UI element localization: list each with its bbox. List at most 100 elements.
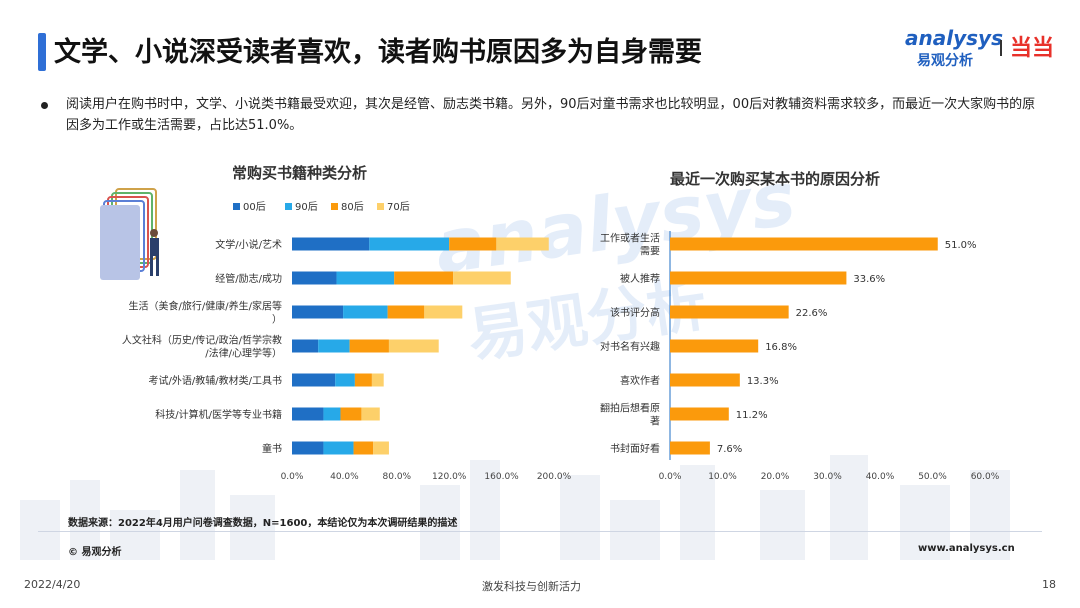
legend-swatch-0 xyxy=(233,203,240,210)
legend-swatch-3 xyxy=(377,203,384,210)
reason-label-0-0: 工作或者生活 xyxy=(600,232,660,245)
reason-bar-2 xyxy=(670,305,789,319)
category-label-3-1: /法律/心理学等） xyxy=(205,347,282,360)
bullet-icon xyxy=(41,102,48,109)
category-label-5: 科技/计算机/医学等专业书籍 xyxy=(155,408,282,421)
value-label-2: 22.6% xyxy=(796,308,828,319)
footer-slogan: 激发科技与创新活力 xyxy=(482,580,581,593)
value-label-3: 16.8% xyxy=(765,342,797,353)
bar-4-0 xyxy=(292,373,336,387)
page-title: 文学、小说深受读者喜欢，读者购书原因多为自身需要 xyxy=(54,37,702,68)
bar-5-3 xyxy=(361,407,380,421)
reason-x-tick-4: 40.0% xyxy=(866,472,895,482)
bar-6-1 xyxy=(323,441,354,455)
reason-bar-0 xyxy=(670,237,938,251)
bar-2-1 xyxy=(343,305,388,319)
bar-5-1 xyxy=(323,407,341,421)
reason-bar-6 xyxy=(670,441,710,455)
category-label-0: 文学/小说/艺术 xyxy=(215,238,282,251)
bar-4-2 xyxy=(354,373,372,387)
value-label-0: 51.0% xyxy=(945,240,977,251)
x-tick-3: 120.0% xyxy=(432,472,467,482)
divider xyxy=(38,531,1042,532)
bar-2-3 xyxy=(424,305,463,319)
reason-x-tick-0: 0.0% xyxy=(659,472,682,482)
bar-1-1 xyxy=(336,271,395,285)
bar-1-2 xyxy=(394,271,454,285)
bar-3-3 xyxy=(388,339,439,353)
bar-4-3 xyxy=(371,373,384,387)
bar-1-0 xyxy=(292,271,337,285)
bar-0-0 xyxy=(292,237,370,251)
x-tick-0: 0.0% xyxy=(281,472,304,482)
legend-swatch-2 xyxy=(331,203,338,210)
category-label-1: 经管/励志/成功 xyxy=(215,272,282,285)
chart2-title: 最近一次购买某本书的原因分析 xyxy=(670,170,881,188)
bar-3-0 xyxy=(292,339,319,353)
reason-label-5-1: 著 xyxy=(650,415,660,428)
reason-label-2: 该书评分高 xyxy=(610,306,660,319)
legend-label-0: 00后 xyxy=(243,201,266,213)
bar-3-2 xyxy=(349,339,389,353)
chart1-title: 常购买书籍种类分析 xyxy=(232,164,368,182)
city-skyline-background xyxy=(20,455,1010,560)
books-reader-illustration xyxy=(100,188,159,280)
bar-0-1 xyxy=(369,237,450,251)
value-label-4: 13.3% xyxy=(747,376,779,387)
footer-date: 2022/4/20 xyxy=(24,578,81,591)
bar-6-0 xyxy=(292,441,324,455)
x-tick-2: 80.0% xyxy=(383,472,412,482)
category-label-6: 童书 xyxy=(262,442,282,455)
bar-2-2 xyxy=(387,305,425,319)
legend-label-2: 80后 xyxy=(341,201,364,213)
reason-x-tick-5: 50.0% xyxy=(918,472,947,482)
title-accent-bar xyxy=(38,33,46,71)
bar-1-3 xyxy=(453,271,511,285)
reason-x-tick-1: 10.0% xyxy=(708,472,737,482)
reason-bar-3 xyxy=(670,339,759,353)
copyright: © 易观分析 xyxy=(68,547,122,558)
legend-swatch-1 xyxy=(285,203,292,210)
page-number: 18 xyxy=(1042,578,1056,591)
value-label-1: 33.6% xyxy=(853,274,885,285)
analysys-logo: analysys 易观分析 xyxy=(905,26,1003,70)
reason-x-tick-6: 60.0% xyxy=(971,472,1000,482)
category-label-2-1: ） xyxy=(272,314,282,326)
reason-label-3: 对书名有兴趣 xyxy=(600,340,660,353)
logo-divider xyxy=(1000,40,1002,56)
reason-label-4: 喜欢作者 xyxy=(620,374,660,387)
x-tick-1: 40.0% xyxy=(330,472,359,482)
legend-label-3: 70后 xyxy=(387,201,410,213)
bar-6-2 xyxy=(353,441,374,455)
bar-5-0 xyxy=(292,407,324,421)
bar-5-2 xyxy=(340,407,362,421)
category-label-3-0: 人文社科（历史/传记/政治/哲学宗教 xyxy=(122,334,282,347)
x-tick-4: 160.0% xyxy=(484,472,519,482)
analysys-logo-en: analysys xyxy=(905,26,1003,50)
reason-x-tick-2: 20.0% xyxy=(761,472,790,482)
bar-3-1 xyxy=(318,339,350,353)
reason-label-0-1: 需要 xyxy=(640,246,660,258)
reason-label-1: 被人推荐 xyxy=(620,272,660,285)
reason-label-5-0: 翻拍后想看原 xyxy=(600,402,660,415)
data-source-note: 数据来源：2022年4月用户问卷调查数据，N=1600，本结论仅为本次调研结果的… xyxy=(68,518,458,529)
reason-bar-1 xyxy=(670,271,847,285)
category-label-4: 考试/外语/教辅/教材类/工具书 xyxy=(149,374,282,387)
value-label-5: 11.2% xyxy=(736,410,768,421)
bar-2-0 xyxy=(292,305,344,319)
reason-bar-5 xyxy=(670,407,729,421)
bar-4-1 xyxy=(335,373,355,387)
legend-label-1: 90后 xyxy=(295,201,318,213)
analysys-logo-cn: 易观分析 xyxy=(917,53,973,69)
bar-6-3 xyxy=(373,441,389,455)
x-tick-5: 200.0% xyxy=(537,472,572,482)
bar-0-3 xyxy=(496,237,549,251)
bar-0-2 xyxy=(449,237,497,251)
value-label-6: 7.6% xyxy=(717,444,742,455)
dangdang-logo: 当当 xyxy=(1010,36,1055,61)
summary-text: 阅读用户在购书时中，文学、小说类书籍最受欢迎，其次是经管、励志类书籍。另外，90… xyxy=(66,97,1036,133)
reason-label-6: 书封面好看 xyxy=(610,442,660,455)
website-link[interactable]: www.analysys.cn xyxy=(918,543,1015,554)
